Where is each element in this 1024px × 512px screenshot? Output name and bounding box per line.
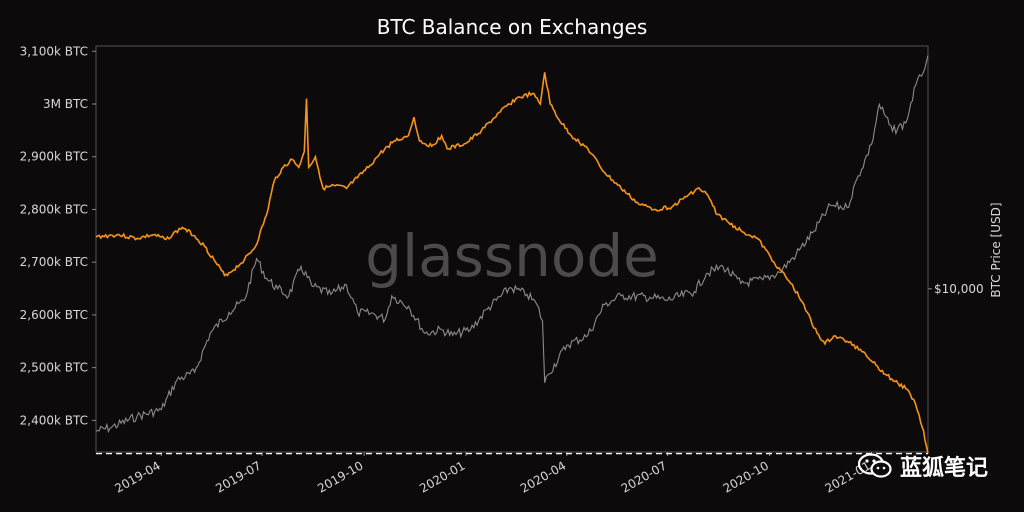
badge-text: 蓝狐笔记 <box>899 456 988 481</box>
series-line-exchange-balance <box>95 72 929 454</box>
y-tick-label-2: 2,600k BTC <box>20 308 88 322</box>
watermark: glassnode <box>365 222 659 290</box>
y-tick-label-6: 3M BTC <box>43 97 88 111</box>
x-tick-label-6: 2020-10 <box>721 458 771 495</box>
y-tick-label-4: 2,800k BTC <box>20 202 88 216</box>
x-tick-label-5: 2020-07 <box>619 458 669 495</box>
y-tick-label-3: 2,700k BTC <box>20 255 88 269</box>
series-line-btc-price <box>95 55 929 434</box>
x-tick-label-1: 2019-07 <box>213 458 263 495</box>
series-group <box>95 55 929 454</box>
wechat-badge: 蓝狐笔记 <box>857 450 988 482</box>
x-axis: 2019-04 2019-07 2019-10 2020-01 2020-04 2020-… <box>112 452 873 496</box>
plot-frame <box>95 45 929 453</box>
wechat-icon <box>857 453 892 478</box>
x-tick-label-3: 2020-01 <box>417 458 467 495</box>
y2-axis-label: BTC Price [USD] <box>989 202 1003 297</box>
y-tick-label-5: 2,900k BTC <box>20 150 88 164</box>
chart-title: BTC Balance on Exchanges <box>377 15 648 39</box>
x-tick-label-2: 2019-10 <box>315 458 365 495</box>
y-tick-label-1: 2,500k BTC <box>20 361 88 375</box>
y-tick-label-7: 3,100k BTC <box>20 44 88 58</box>
y-axis-left: 2,400k BTC 2,500k BTC 2,600k BTC 2,700k BTC… <box>20 44 96 427</box>
y-axis-right: $10,000 <box>928 282 984 296</box>
x-tick-label-4: 2020-04 <box>518 458 568 495</box>
x-tick-label-0: 2019-04 <box>112 458 162 495</box>
y2-tick-label-0: $10,000 <box>934 282 984 296</box>
y-tick-label-0: 2,400k BTC <box>20 413 88 427</box>
